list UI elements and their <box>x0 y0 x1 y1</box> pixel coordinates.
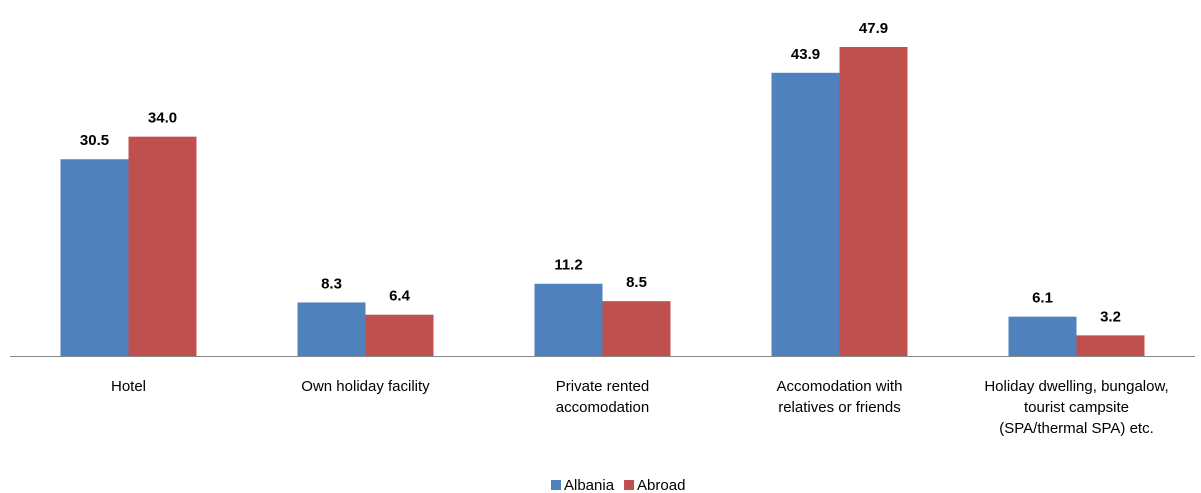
x-tick-label: Holiday dwelling, bungalow, tourist camp… <box>984 378 1169 437</box>
bar <box>839 47 908 356</box>
bar <box>534 283 603 356</box>
bar <box>365 314 434 356</box>
bar <box>128 136 197 356</box>
data-label: 6.1 <box>1032 290 1053 307</box>
data-label: 30.5 <box>80 132 109 149</box>
data-label: 8.5 <box>626 274 647 291</box>
legend-swatch <box>624 480 635 490</box>
data-label: 11.2 <box>554 257 582 274</box>
x-tick-label: Own holiday facility <box>301 378 430 395</box>
legend-label: Abroad <box>637 477 685 493</box>
data-label: 6.4 <box>389 288 411 305</box>
bar <box>602 301 671 356</box>
bar <box>297 302 366 356</box>
data-label: 43.9 <box>791 46 820 63</box>
bar <box>1008 316 1077 356</box>
x-tick-label: Hotel <box>110 378 147 395</box>
x-tick-label: Accomodation with relatives or friends <box>776 378 903 416</box>
legend-swatch <box>551 480 561 490</box>
x-tick-label: Private rented accomodation <box>555 378 650 416</box>
data-label: 47.9 <box>859 20 888 37</box>
bar <box>60 159 129 356</box>
data-label: 34.0 <box>148 110 177 127</box>
data-label: 3.2 <box>1100 308 1121 325</box>
bar <box>1076 335 1145 356</box>
legend-label: Albania <box>564 477 615 493</box>
bar <box>771 72 840 356</box>
data-label: 8.3 <box>321 275 342 292</box>
